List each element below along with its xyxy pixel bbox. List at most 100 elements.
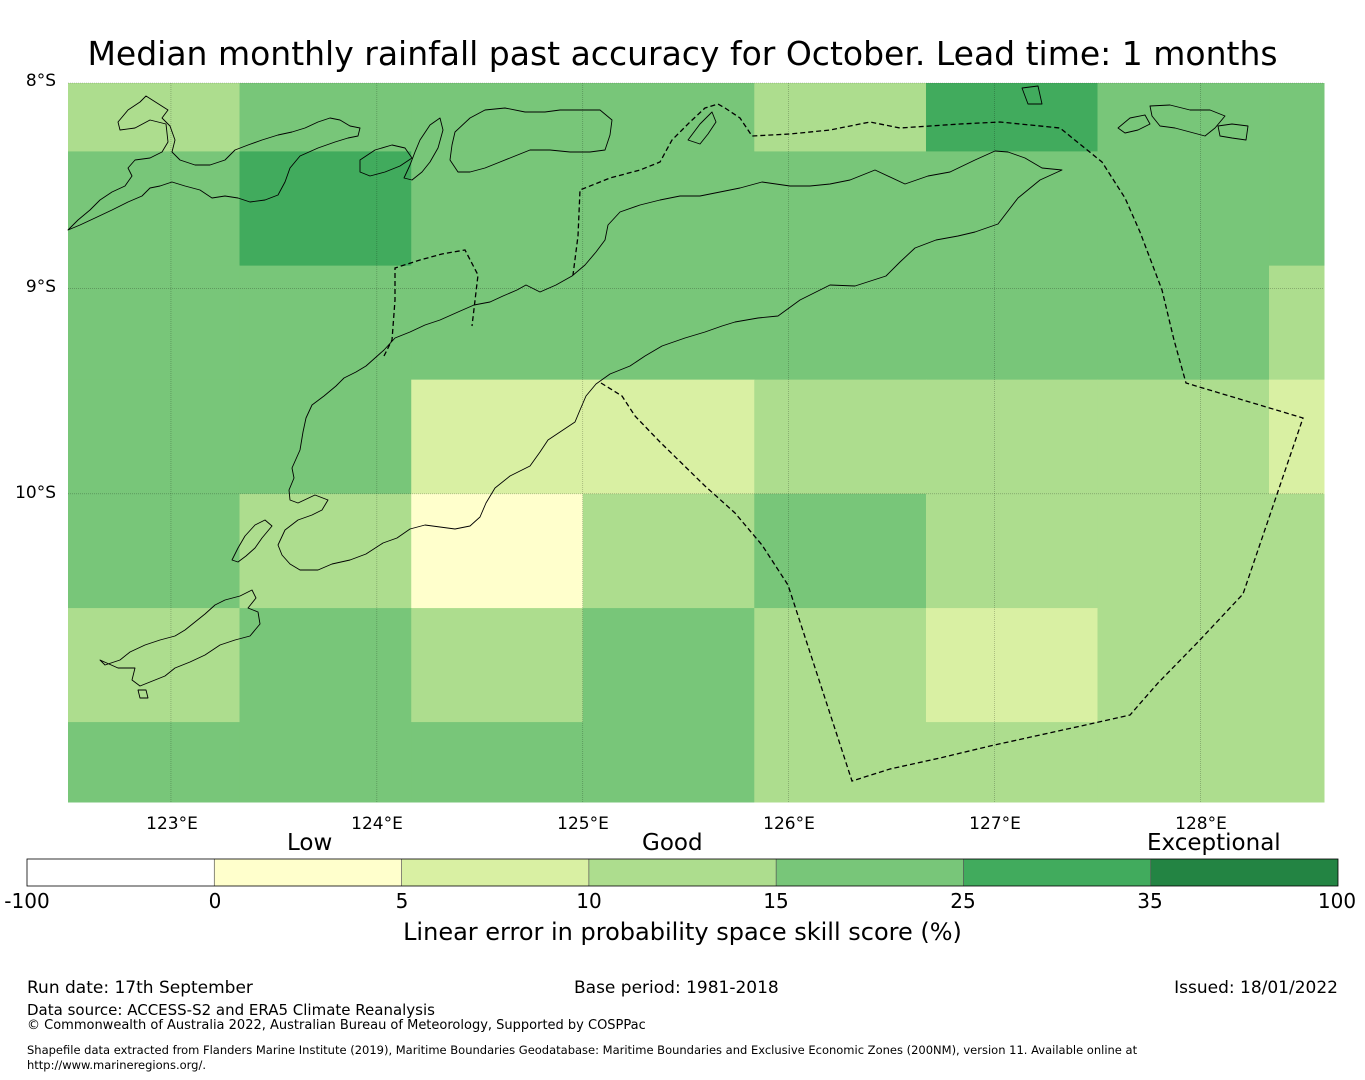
skill-cell (68, 493, 241, 609)
skill-cell (411, 379, 584, 495)
timor-coastline (277, 150, 1063, 571)
skill-cell (582, 265, 755, 381)
skill-cell (68, 379, 241, 495)
skill-cell (1097, 722, 1270, 803)
lat-label-8s: 8°S (25, 71, 56, 91)
skill-cell (239, 493, 412, 609)
skill-cell (1097, 265, 1270, 381)
category-exceptional: Exceptional (1147, 830, 1281, 856)
skill-cell (1269, 608, 1325, 723)
skill-cell (1269, 151, 1325, 267)
shapefile-credit: Shapefile data extracted from Flanders M… (27, 1043, 1138, 1057)
skill-cell (239, 83, 412, 152)
lon-label-126e: 126°E (763, 814, 815, 834)
lat-label-9s: 9°S (25, 277, 56, 297)
small-island-east-2 (1217, 123, 1249, 141)
skill-cell (754, 151, 927, 267)
skill-cell (68, 265, 241, 381)
colorbar-tick: 100 (1317, 889, 1357, 913)
skill-cell (582, 608, 755, 723)
skill-cell (925, 151, 1099, 267)
skill-cell (582, 83, 755, 152)
colorbar-frame (26, 858, 1339, 887)
skill-cell (239, 722, 412, 803)
skill-cell (925, 608, 1099, 723)
map-title: Median monthly rainfall past accuracy fo… (87, 34, 1278, 73)
savu-coastline (137, 689, 149, 699)
colorbar-bin (776, 859, 964, 886)
skill-cell (1269, 265, 1325, 381)
category-low: Low (287, 830, 333, 856)
base-period: Base period: 1981-2018 (574, 978, 779, 998)
skill-cell (411, 608, 584, 723)
skill-cell (411, 83, 584, 152)
skill-cell (1269, 379, 1325, 495)
skill-cell (754, 608, 927, 723)
skill-cell (754, 493, 927, 609)
skill-cell (1269, 83, 1325, 152)
skill-cell (925, 493, 1099, 609)
eez-line-oecusse (383, 249, 479, 357)
colorbar (26, 858, 1339, 887)
skill-cell (239, 265, 412, 381)
colorbar-tick: 0 (208, 889, 222, 913)
lembata-coastline (359, 144, 413, 177)
colorbar-tick: 25 (950, 889, 976, 913)
skill-cell (582, 493, 755, 609)
lon-label-124e: 124°E (351, 814, 403, 834)
skill-cell (925, 379, 1099, 495)
skill-cell (411, 151, 584, 267)
lon-label-127e: 127°E (969, 814, 1021, 834)
eez-line-north (572, 103, 1304, 782)
skill-cell (754, 265, 927, 381)
eez-boundary (383, 103, 1304, 782)
skill-grid (68, 83, 1325, 803)
shapefile-url: http://www.marineregions.org/. (27, 1058, 206, 1072)
colorbar-bin (963, 859, 1151, 886)
small-island-north (1021, 85, 1043, 105)
alor-coastline (449, 107, 613, 173)
skill-cell (239, 608, 412, 723)
wetar-coastline (1149, 104, 1226, 137)
lat-label-10s: 10°S (15, 483, 56, 503)
skill-cell (582, 722, 755, 803)
lon-label-123e: 123°E (146, 814, 198, 834)
skill-cell (239, 151, 412, 267)
skill-cell (1269, 493, 1325, 609)
skill-cell (754, 379, 927, 495)
skill-cell (754, 722, 927, 803)
atauro-coastline (687, 111, 717, 145)
skill-cell (68, 151, 241, 267)
issued-date: Issued: 18/01/2022 (1174, 978, 1338, 998)
colorbar-tick: -100 (4, 889, 50, 913)
colorbar-tick: 15 (763, 889, 789, 913)
lon-label-125e: 125°E (557, 814, 609, 834)
colorbar-title: Linear error in probability space skill … (403, 918, 962, 946)
data-source: Data source: ACCESS-S2 and ERA5 Climate … (27, 1001, 435, 1019)
skill-cell (68, 83, 241, 152)
graticule (68, 82, 1324, 802)
skill-cell (754, 83, 927, 152)
skill-cell (1097, 379, 1270, 495)
lon-label-128e: 128°E (1175, 814, 1227, 834)
skill-cell (582, 379, 755, 495)
skill-cell (411, 265, 584, 381)
skill-cell (68, 722, 241, 803)
skill-cell (1097, 608, 1270, 723)
skill-cell (925, 265, 1099, 381)
skill-cell (1097, 493, 1270, 609)
skill-cell (68, 608, 241, 723)
colorbar-tick: 10 (576, 889, 602, 913)
category-good: Good (642, 830, 703, 856)
skill-cell (411, 493, 584, 609)
skill-cell (411, 722, 584, 803)
colorbar-bin (27, 859, 215, 886)
skill-cell (239, 379, 412, 495)
skill-cell (925, 722, 1099, 803)
colorbar-bin (588, 859, 777, 886)
coastlines (67, 85, 1249, 699)
skill-cell (1269, 722, 1325, 803)
sumba-coastline (99, 589, 261, 687)
skill-cell (582, 151, 755, 267)
